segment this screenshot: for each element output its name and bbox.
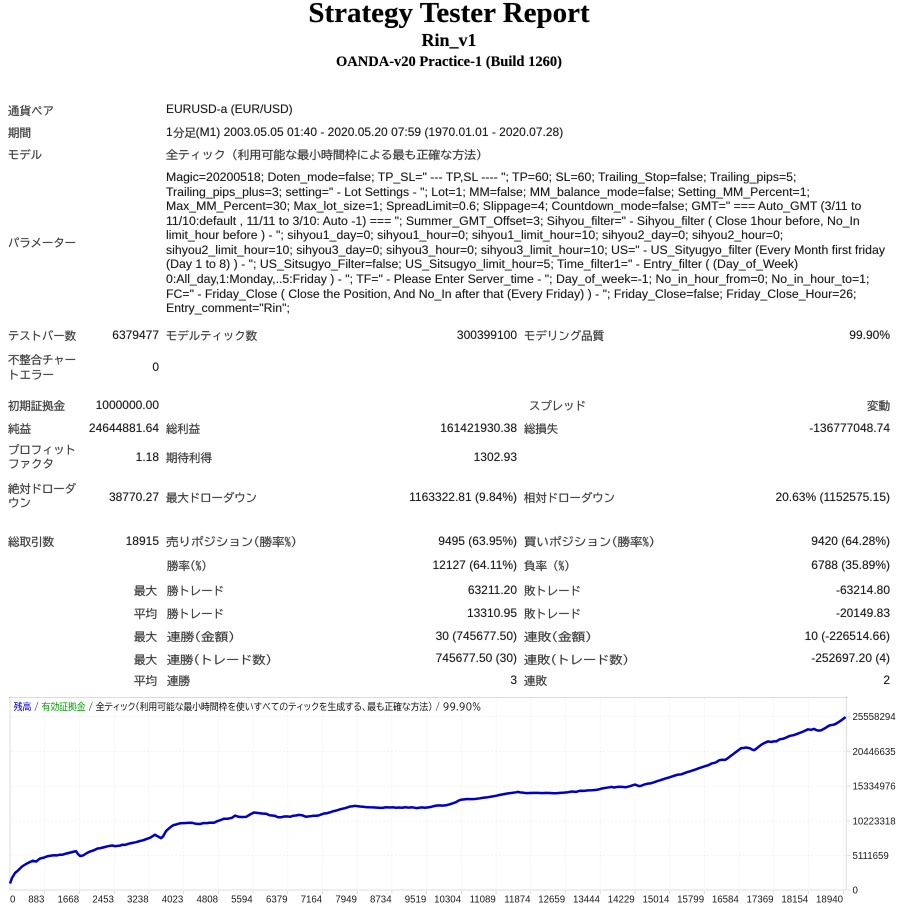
svg-text:11089: 11089 xyxy=(470,894,496,905)
svg-text:18940: 18940 xyxy=(816,894,844,905)
svg-text:9519: 9519 xyxy=(405,894,427,905)
svg-text:0: 0 xyxy=(10,894,16,905)
svg-text:13444: 13444 xyxy=(573,894,601,905)
svg-text:4023: 4023 xyxy=(162,894,184,905)
svg-text:10304: 10304 xyxy=(434,894,462,905)
svg-text:8734: 8734 xyxy=(370,894,392,905)
svg-text:7164: 7164 xyxy=(301,894,323,905)
svg-text:10223318: 10223318 xyxy=(853,816,896,827)
svg-text:20446635: 20446635 xyxy=(853,747,896,758)
svg-text:17369: 17369 xyxy=(747,894,774,905)
svg-text:5594: 5594 xyxy=(231,894,253,905)
svg-text:1668: 1668 xyxy=(58,894,80,905)
svg-text:883: 883 xyxy=(28,894,44,905)
svg-text:2453: 2453 xyxy=(92,894,114,905)
svg-text:7949: 7949 xyxy=(335,894,357,905)
svg-text:16584: 16584 xyxy=(712,894,740,905)
svg-text:4808: 4808 xyxy=(196,894,218,905)
svg-text:3238: 3238 xyxy=(127,894,149,905)
svg-text:12659: 12659 xyxy=(538,894,565,905)
svg-text:15334976: 15334976 xyxy=(853,782,896,793)
svg-text:0: 0 xyxy=(853,885,859,896)
svg-text:15014: 15014 xyxy=(642,894,670,905)
svg-text:15799: 15799 xyxy=(677,894,704,905)
svg-text:14229: 14229 xyxy=(608,894,635,905)
svg-text:6379: 6379 xyxy=(266,894,288,905)
svg-text:11874: 11874 xyxy=(504,894,531,905)
svg-text:25558294: 25558294 xyxy=(853,712,897,723)
svg-text:18154: 18154 xyxy=(781,894,809,905)
svg-text:5111659: 5111659 xyxy=(853,851,889,862)
